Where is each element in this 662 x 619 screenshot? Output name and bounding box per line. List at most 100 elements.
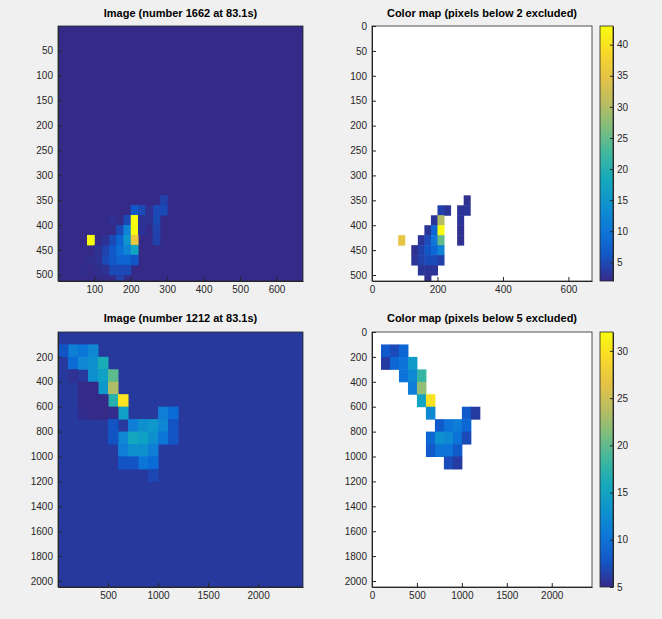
tick-label: 5	[617, 582, 623, 593]
cell	[399, 357, 408, 370]
axis: 200400600800100012001400160018002000	[31, 333, 62, 588]
tick-label: 400	[196, 284, 213, 295]
axis: 050100150200250300350400450500	[350, 21, 376, 282]
tick-mark	[58, 225, 62, 226]
cell	[88, 394, 99, 407]
cell	[471, 407, 480, 420]
tick-mark	[610, 445, 613, 446]
tick: 250	[36, 145, 62, 156]
cell	[444, 457, 453, 470]
frame	[372, 332, 592, 587]
cell	[431, 245, 438, 255]
cell	[453, 419, 462, 432]
cell	[381, 344, 390, 357]
cell	[148, 456, 159, 469]
tick-mark	[58, 250, 62, 251]
tick-label: 25	[617, 133, 629, 144]
image-background	[58, 26, 303, 281]
tick-mark	[610, 200, 613, 201]
tick-mark	[372, 126, 376, 127]
cell	[109, 255, 117, 265]
cell	[426, 432, 435, 445]
tick: 500	[350, 270, 376, 281]
tick: 15	[610, 195, 629, 206]
colorbar	[600, 26, 613, 281]
tick-mark	[610, 107, 613, 108]
tick: 1400	[345, 501, 376, 512]
tick-mark	[372, 407, 376, 408]
cell	[138, 215, 146, 225]
tick: 250	[350, 145, 376, 156]
axes-background	[372, 26, 592, 281]
tick-mark	[610, 45, 613, 46]
axis: 0200400600	[370, 277, 593, 295]
cell	[58, 344, 68, 357]
tick: 100	[86, 277, 103, 295]
tick: 1000	[147, 583, 170, 601]
tick: 300	[36, 170, 62, 181]
cell	[131, 205, 139, 215]
tick: 1200	[31, 476, 62, 487]
plot-area	[372, 332, 592, 587]
cell	[102, 255, 110, 265]
tick-label: 10	[617, 226, 629, 237]
tick-label: 1500	[496, 590, 519, 601]
cell	[437, 235, 444, 245]
cell	[108, 432, 119, 445]
tick: 5	[610, 582, 623, 593]
axis: 0500100015002000	[370, 583, 593, 601]
cell	[435, 444, 444, 457]
tick-mark	[372, 275, 376, 276]
tick-label: 500	[232, 284, 249, 295]
tick-label: 1600	[31, 526, 54, 537]
tick-label: 1200	[31, 476, 54, 487]
tick-label: 600	[269, 284, 286, 295]
cell	[123, 245, 131, 255]
tick-mark	[58, 432, 62, 433]
tick-label: 20	[617, 440, 629, 451]
cell	[160, 205, 168, 215]
tick-mark	[372, 332, 376, 333]
tick-label: 1500	[197, 590, 220, 601]
cell	[435, 432, 444, 445]
tick-label: 200	[430, 284, 447, 295]
tick-label: 350	[36, 195, 53, 206]
cell	[116, 255, 124, 265]
cell	[444, 444, 453, 457]
tick: 25	[610, 393, 629, 404]
cell	[87, 255, 95, 265]
tick-label: 0	[370, 590, 376, 601]
tick-mark	[372, 51, 376, 52]
cell	[94, 265, 102, 275]
cell	[98, 357, 109, 370]
tick-label: 600	[561, 284, 578, 295]
tick-mark	[372, 101, 376, 102]
cell	[138, 225, 146, 235]
cell	[411, 245, 418, 255]
cell	[158, 419, 169, 432]
cell	[453, 444, 462, 457]
cell	[153, 225, 161, 235]
cell	[123, 255, 131, 265]
cell	[98, 394, 109, 407]
cell	[78, 357, 89, 370]
tick: 30	[610, 102, 629, 113]
frame	[372, 26, 592, 281]
cell	[138, 419, 149, 432]
tick-label: 2000	[541, 590, 564, 601]
tick: 800	[350, 426, 376, 437]
cell	[411, 255, 418, 265]
cell	[108, 407, 119, 420]
cell	[418, 255, 425, 265]
cell	[418, 265, 425, 275]
axis: 510152025303540	[610, 27, 629, 282]
tick-mark	[610, 398, 613, 399]
axis-line	[59, 281, 304, 282]
cell	[431, 265, 438, 275]
cell	[78, 394, 89, 407]
cell	[118, 444, 129, 457]
cell	[131, 245, 139, 255]
tick-label: 1200	[345, 476, 368, 487]
cell	[87, 235, 95, 245]
tick: 1600	[345, 526, 376, 537]
